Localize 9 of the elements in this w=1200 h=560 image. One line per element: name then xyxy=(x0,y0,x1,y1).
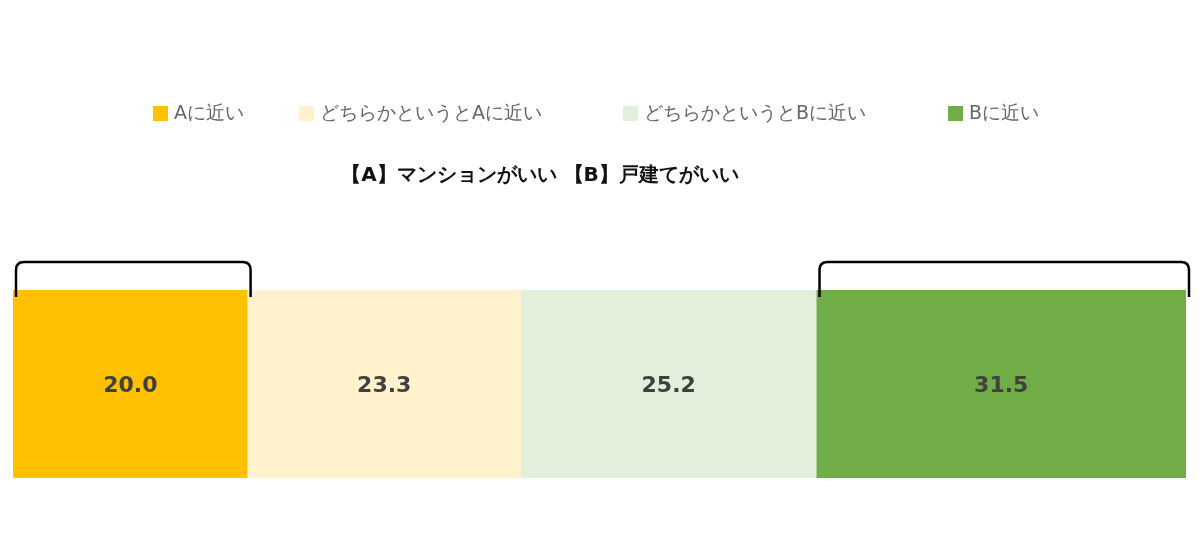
data-label: 31.5 xyxy=(974,372,1029,397)
legend-label: どちらかというとBに近い xyxy=(644,101,867,123)
data-label: 25.2 xyxy=(641,372,696,397)
chart-title: 【A】マンションがいい 【B】戸建てがいい xyxy=(341,162,739,186)
legend-label: どちらかというとAに近い xyxy=(320,101,542,123)
legend-label: Bに近い xyxy=(969,101,1040,123)
data-label: 20.0 xyxy=(103,372,158,397)
data-label: 23.3 xyxy=(357,372,412,397)
legend-label: Aに近い xyxy=(174,101,244,123)
